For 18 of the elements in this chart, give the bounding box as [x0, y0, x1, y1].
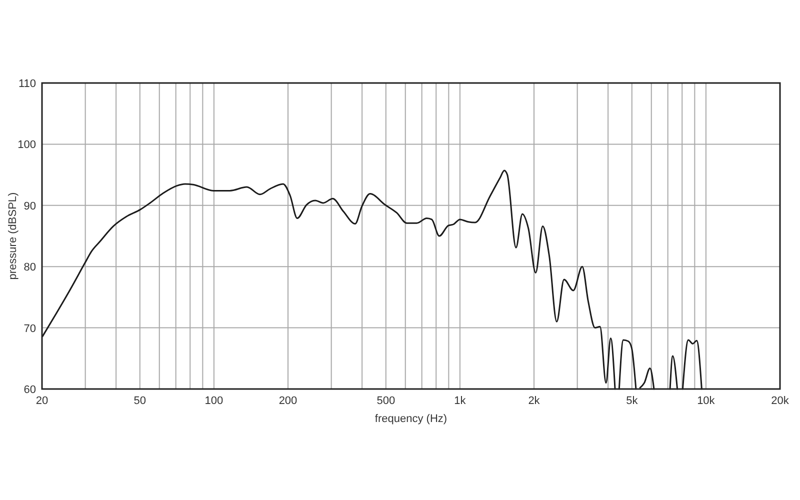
x-tick-label: 20 — [36, 395, 48, 407]
x-axis-title: frequency (Hz) — [374, 413, 448, 425]
y-tick-label: 90 — [24, 200, 36, 212]
x-tick-label: 1k — [454, 395, 466, 407]
x-tick-label: 20k — [771, 395, 790, 407]
x-tick-label: 2k — [528, 395, 540, 407]
x-tick-label: 10k — [697, 395, 716, 407]
y-axis-title: pressure (dBSPL) — [7, 192, 19, 280]
x-tick-label: 5k — [626, 395, 638, 407]
x-tick-label: 200 — [278, 395, 298, 407]
x-tick-label: 100 — [204, 395, 224, 407]
x-tick-label: 500 — [376, 395, 396, 407]
y-tick-label: 100 — [18, 139, 36, 152]
y-tick-label: 60 — [24, 384, 36, 396]
y-tick-label: 80 — [24, 262, 36, 274]
y-tick-label: 70 — [24, 322, 36, 335]
y-tick-label: 110 — [18, 78, 36, 90]
x-tick-label: 50 — [134, 395, 146, 407]
